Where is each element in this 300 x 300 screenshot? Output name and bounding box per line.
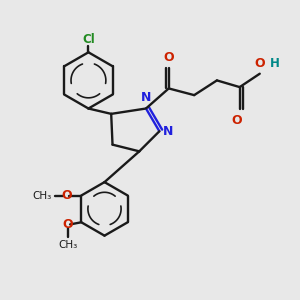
Text: H: H: [270, 57, 280, 70]
Text: O: O: [254, 57, 265, 70]
Text: O: O: [63, 218, 73, 231]
Text: N: N: [163, 125, 173, 138]
Text: O: O: [164, 51, 174, 64]
Text: CH₃: CH₃: [32, 190, 51, 200]
Text: O: O: [61, 189, 72, 202]
Text: N: N: [141, 91, 151, 104]
Text: Cl: Cl: [82, 33, 95, 46]
Text: CH₃: CH₃: [58, 240, 78, 250]
Text: O: O: [232, 114, 242, 127]
